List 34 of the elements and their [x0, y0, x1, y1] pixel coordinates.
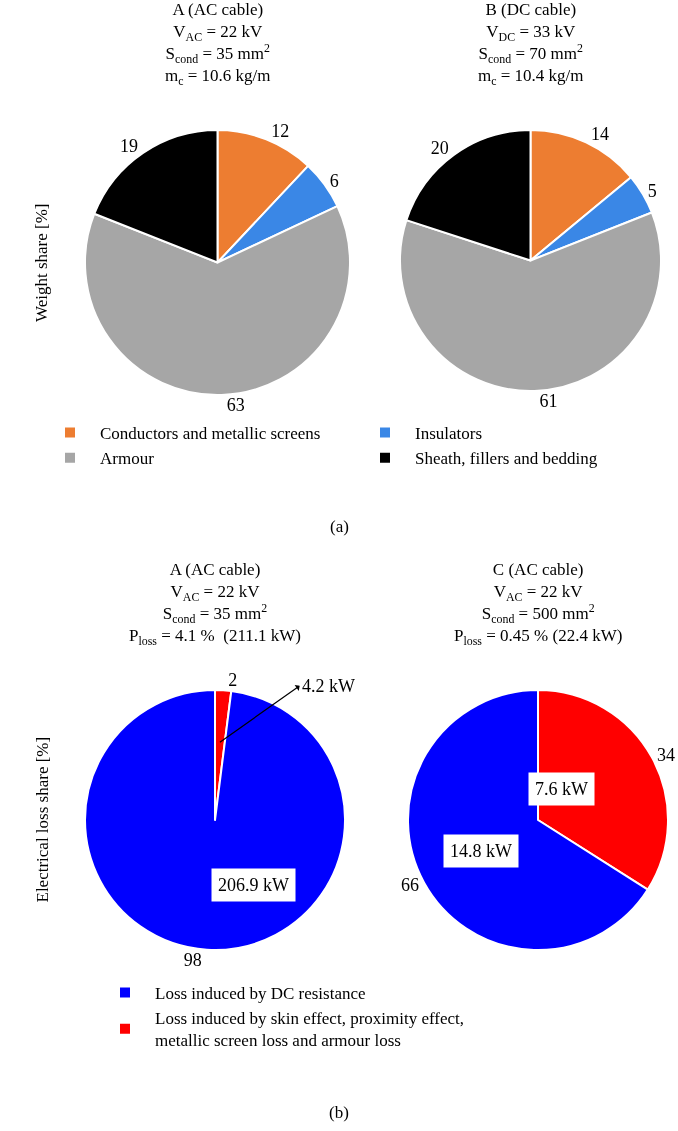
- data-label: 12: [271, 120, 290, 141]
- chart-title: A (AC cable): [172, 0, 264, 19]
- text: 206.9 kW: [218, 875, 289, 895]
- text: Weight share [%]: [32, 203, 51, 322]
- data-label: 2: [228, 670, 238, 691]
- text: V$_{AC}$ = 22 kV S$_{cond}$ = 35 mm$^{2}$ m$_{c}$ = 10.6 kg/m: [165, 22, 271, 88]
- chart-title: B (DC cable): [485, 0, 577, 19]
- data-label: 34: [656, 745, 675, 766]
- data-label: 63: [226, 394, 245, 415]
- text: V$_{DC}$ = 33 kV S$_{cond}$ = 70 mm$^{2}$ m$_{c}$ = 10.4 kg/m: [478, 22, 584, 88]
- data-label: 98: [183, 949, 202, 970]
- data-label: 5: [647, 181, 657, 202]
- chart-title: C (AC cable): [492, 560, 584, 579]
- text: (b): [329, 1103, 349, 1122]
- legend-label: Loss induced by DC resistance: [155, 984, 366, 1004]
- text: V$_{AC}$ = 22 kV S$_{cond}$ = 500 mm$^{2}$ P$_{loss}$ = 0.45 % (22.4 kW): [454, 582, 623, 648]
- data-label: 14: [591, 124, 610, 145]
- legend-label: Insulators: [415, 424, 483, 444]
- data-label: 61: [539, 390, 558, 411]
- chart-title: A (AC cable): [169, 560, 261, 579]
- data-label: 20: [430, 138, 449, 159]
- data-label: 6: [329, 171, 339, 192]
- legend-label: Sheath, fillers and bedding: [415, 449, 598, 469]
- text: V$_{AC}$ = 22 kV S$_{cond}$ = 35 mm$^{2}$ P$_{loss}$ = 4.1 % (211.1 kW): [129, 582, 301, 648]
- text: 4.2 kW: [302, 676, 355, 696]
- legend-label: Armour: [100, 449, 155, 469]
- text: Electrical loss share [%]: [32, 736, 52, 903]
- data-label: 19: [120, 136, 139, 157]
- legend-label: Loss induced by skin effect, proximity effect, metallic screen loss and armour loss: [155, 1009, 465, 1051]
- legend-label: Conductors and metallic screens: [100, 424, 321, 444]
- text: 7.6 kW: [535, 779, 588, 799]
- text: 14.8 kW: [450, 841, 512, 861]
- text: (a): [330, 517, 349, 536]
- data-label: 66: [401, 874, 420, 895]
